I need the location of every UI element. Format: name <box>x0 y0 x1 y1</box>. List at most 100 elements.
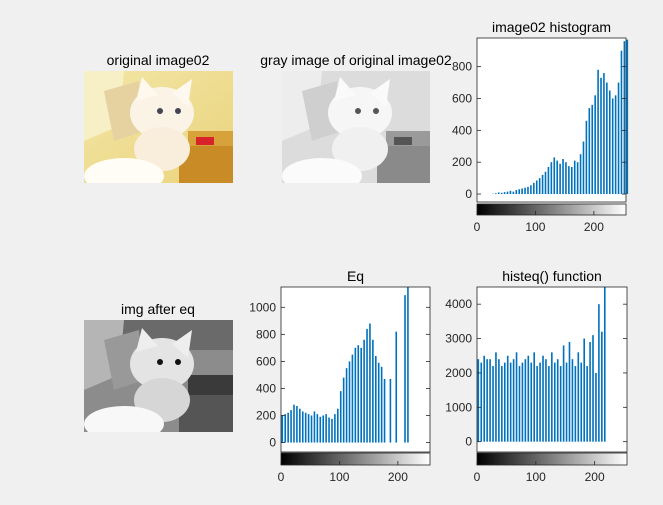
histogram-bar <box>608 90 611 195</box>
histogram-bar <box>342 377 345 443</box>
histogram-bar <box>562 345 565 442</box>
histogram-bar <box>580 362 583 442</box>
histogram-bar <box>573 160 576 195</box>
histogram-bar <box>287 412 289 443</box>
histogram-bar <box>570 166 573 195</box>
histogram-bar <box>301 411 304 443</box>
histogram-bar <box>331 418 333 443</box>
histogram-bar <box>571 359 574 442</box>
histogram-bar <box>579 154 582 195</box>
histogram-bar <box>595 372 597 442</box>
y-tick-label: 2000 <box>445 366 472 380</box>
histogram-bar <box>626 39 629 195</box>
axes-frame <box>280 286 431 453</box>
histogram-bar <box>293 404 295 443</box>
y-tick-label: 1000 <box>249 300 276 314</box>
histogram-bar <box>369 323 371 443</box>
x-tick-label: 100 <box>525 220 545 234</box>
histogram-bar <box>495 352 497 442</box>
histogram-bar <box>553 157 556 195</box>
histogram-bar <box>360 347 362 443</box>
histogram-bar <box>495 193 497 195</box>
histogram-bar <box>556 160 558 195</box>
histogram-bar <box>354 347 357 443</box>
histogram-bar <box>319 416 322 443</box>
histogram-bar <box>598 304 600 442</box>
histogram-bar <box>620 50 623 195</box>
histogram-bar <box>395 331 398 443</box>
title-gray-image: gray image of original image02 <box>260 52 452 68</box>
y-tick-label: 200 <box>256 408 276 422</box>
histogram-bar <box>524 187 526 195</box>
histogram-bar <box>541 174 544 195</box>
histogram-bar <box>337 408 339 443</box>
histogram-bar <box>530 185 532 195</box>
histogram-bar <box>310 415 313 443</box>
y-tick-label: 0 <box>465 435 472 449</box>
histogram-bar <box>299 408 301 443</box>
histogram-bar <box>623 41 626 195</box>
histogram-bar <box>533 182 535 195</box>
histogram-bar <box>348 361 351 443</box>
x-tick-label: 0 <box>474 470 481 484</box>
histogram-bar <box>527 186 529 195</box>
histogram-bar <box>357 345 360 443</box>
histogram-bar <box>366 328 368 443</box>
histogram-bar <box>544 171 547 195</box>
histogram-bar <box>486 359 488 442</box>
histogram-bar <box>530 362 533 442</box>
histogram-bar <box>553 362 556 442</box>
histogram-bar <box>574 366 577 442</box>
x-tick-label: 200 <box>584 220 604 234</box>
original-image <box>84 71 233 183</box>
y-tick-label: 3000 <box>445 332 472 346</box>
y-tick-label: 1000 <box>445 400 472 414</box>
equalized-image <box>84 320 233 432</box>
histogram-bar <box>586 366 588 442</box>
histogram-bar <box>600 77 602 195</box>
histogram-bar <box>492 366 494 442</box>
histogram-bar <box>325 414 327 443</box>
x-tick-label: 0 <box>474 220 481 234</box>
histogram-bar <box>611 98 614 195</box>
histogram-bar <box>614 95 617 195</box>
histogram-bar <box>509 362 512 442</box>
histogram-bar <box>539 362 541 442</box>
histogram-bar <box>407 287 409 443</box>
x-tick-label: 100 <box>329 470 349 484</box>
y-tick-label: 4000 <box>445 297 472 311</box>
histogram-bar <box>518 366 521 442</box>
histogram-bar <box>281 415 284 443</box>
histogram-bar <box>316 414 319 443</box>
histogram-bar <box>577 352 580 442</box>
histogram-bar <box>547 166 550 195</box>
histogram-bar <box>588 108 591 195</box>
histogram-bar <box>521 362 524 442</box>
histogram-bar <box>562 159 564 195</box>
histogram-bar <box>503 192 506 195</box>
histogram-bar <box>498 359 500 442</box>
histogram-bar <box>538 178 541 195</box>
histogram-bar <box>307 414 310 443</box>
histogram-bar <box>304 412 307 443</box>
histogram-bar <box>527 355 530 442</box>
histogram-bar <box>583 338 585 442</box>
histogram-bar <box>518 189 521 195</box>
x-tick-label: 0 <box>278 470 285 484</box>
histogram-bar <box>606 82 608 195</box>
histogram-bar <box>506 355 509 442</box>
y-tick-label: 600 <box>256 354 276 368</box>
histogram-bar <box>565 362 568 442</box>
y-tick-label: 600 <box>452 92 472 106</box>
x-tick-label: 100 <box>526 470 546 484</box>
histogram-bar <box>597 69 599 195</box>
histogram-bar <box>568 342 571 442</box>
histogram-bar <box>389 378 392 443</box>
y-tick-label: 800 <box>452 60 472 74</box>
y-tick-label: 200 <box>452 155 472 169</box>
histogram-bar <box>535 180 538 195</box>
y-tick-label: 400 <box>256 381 276 395</box>
histogram-bar <box>536 366 538 442</box>
